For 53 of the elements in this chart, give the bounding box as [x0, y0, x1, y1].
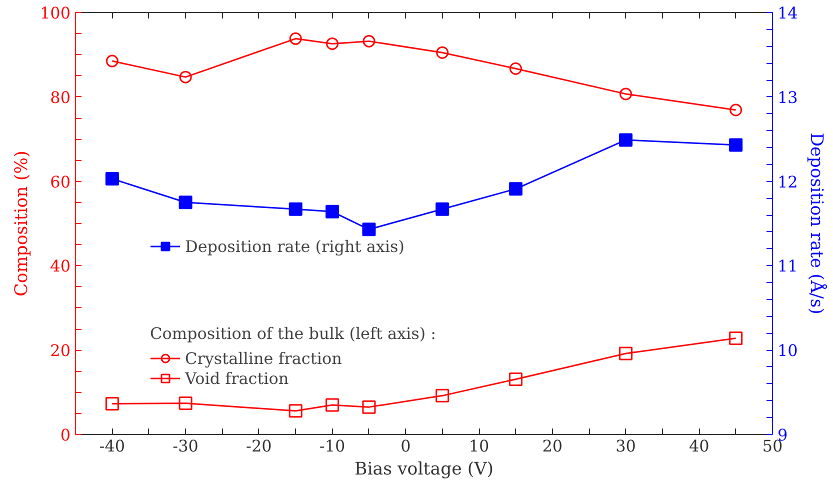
y-tick-label: 60 [50, 172, 70, 192]
y2-axis-title: Deposition rate (Å/s) [806, 132, 828, 314]
point [436, 202, 450, 216]
x-tick-label: 20 [542, 436, 563, 456]
y-tick-label: 40 [50, 256, 70, 276]
point [620, 88, 632, 100]
point [729, 332, 743, 346]
point [436, 46, 449, 59]
point [179, 70, 192, 84]
point [508, 182, 522, 196]
point [106, 54, 118, 68]
y-axis-title: Composition (%) [12, 150, 32, 296]
y2-tick-label: 10 [778, 341, 798, 360]
point [509, 62, 522, 75]
point [326, 37, 339, 50]
x-tick-label: -20 [246, 436, 272, 456]
point [362, 34, 376, 48]
point [288, 404, 302, 418]
point [729, 138, 743, 152]
point [288, 202, 302, 216]
point [362, 222, 376, 236]
point [105, 396, 119, 410]
point [178, 396, 192, 410]
point [326, 204, 340, 218]
x-tick-label: 40 [688, 436, 710, 456]
y2-tick-label: 12 [778, 172, 798, 192]
point [105, 172, 119, 186]
y2-tick-label: 14 [778, 4, 798, 22]
y-tick-label: 20 [50, 341, 70, 360]
x-tick-label: 10 [468, 436, 490, 456]
point [289, 32, 302, 45]
point [619, 133, 633, 147]
legend-label: Crystalline fraction [185, 348, 342, 368]
y2-tick-label: 11 [778, 256, 798, 276]
legend-label: Deposition rate (right axis) [185, 236, 404, 256]
x-tick-label: -40 [99, 436, 126, 456]
x-tick-label: 0 [400, 436, 411, 456]
legend-title: Composition of the bulk (left axis) : [150, 324, 436, 343]
x-tick-label: 30 [616, 436, 636, 456]
y-tick-label: 80 [50, 88, 70, 107]
point [619, 346, 633, 360]
point [730, 104, 742, 116]
point [436, 388, 450, 402]
y-tick-label: 100 [40, 4, 71, 22]
legend-label: Void fraction [185, 368, 289, 388]
y2-tick-label: 13 [778, 88, 798, 107]
point [362, 400, 376, 414]
x-axis-title: Bias voltage (V) [354, 460, 494, 480]
point [178, 196, 192, 210]
x-tick-label: -30 [172, 436, 198, 456]
x-tick-label: -10 [319, 436, 346, 456]
point [326, 398, 340, 412]
point [508, 372, 522, 386]
